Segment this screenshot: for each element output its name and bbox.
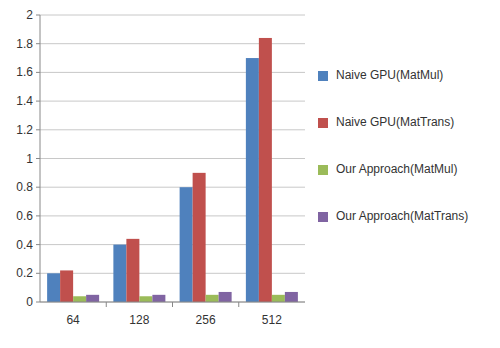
y-tick-label: 2 — [26, 8, 33, 22]
legend-item: Naive GPU(MatMul) — [318, 68, 488, 83]
legend-label: Our Approach(MatMul) — [336, 162, 457, 177]
bar — [73, 296, 86, 302]
bar — [193, 173, 206, 302]
legend-item: Our Approach(MatTrans) — [318, 209, 488, 224]
tick-mark — [36, 101, 40, 102]
bar — [206, 295, 219, 302]
bar — [272, 295, 285, 302]
bar — [219, 292, 232, 302]
tick-mark — [36, 302, 40, 303]
x-tick-label: 512 — [262, 313, 282, 327]
y-tick-label: 1.4 — [16, 94, 33, 108]
legend-item: Naive GPU(MatTrans) — [318, 115, 488, 130]
tick-mark — [36, 215, 40, 216]
tick-mark — [36, 187, 40, 188]
legend-item: Our Approach(MatMul) — [318, 162, 488, 177]
grid-line — [40, 15, 305, 16]
bar — [152, 295, 165, 302]
y-tick-label: 0.6 — [16, 209, 33, 223]
y-tick-label: 0 — [26, 295, 33, 309]
bar — [139, 296, 152, 302]
y-tick-label: 1.2 — [16, 123, 33, 137]
bar — [180, 187, 193, 302]
y-tick-label: 0.2 — [16, 266, 33, 280]
tick-mark — [36, 273, 40, 274]
bar — [285, 292, 298, 302]
legend-swatch — [318, 165, 328, 175]
bar — [60, 270, 73, 302]
y-tick-label: 1.6 — [16, 65, 33, 79]
x-tick-label: 64 — [66, 313, 80, 327]
category-tick — [238, 302, 239, 307]
y-tick-label: 0.4 — [16, 238, 33, 252]
tick-mark — [36, 129, 40, 130]
legend-swatch — [318, 118, 328, 128]
bar — [86, 295, 99, 302]
bar — [259, 38, 272, 302]
bar — [113, 245, 126, 302]
tick-mark — [36, 158, 40, 159]
legend-label: Our Approach(MatTrans) — [336, 209, 468, 224]
bars — [47, 38, 298, 302]
legend-label: Naive GPU(MatTrans) — [336, 115, 454, 130]
bar — [47, 273, 60, 302]
tick-mark — [36, 72, 40, 73]
tick-mark — [36, 43, 40, 44]
y-tick-label: 0.8 — [16, 180, 33, 194]
bar — [246, 58, 259, 302]
y-tick-label: 1 — [26, 152, 33, 166]
y-axis — [40, 15, 41, 302]
tick-mark — [36, 15, 40, 16]
legend-swatch — [318, 71, 328, 81]
legend-label: Naive GPU(MatMul) — [336, 68, 443, 83]
category-tick — [106, 302, 107, 307]
y-tick-label: 1.8 — [16, 37, 33, 51]
x-tick-label: 256 — [196, 313, 216, 327]
category-tick — [172, 302, 173, 307]
legend: Naive GPU(MatMul) Naive GPU(MatTrans) Our … — [318, 68, 488, 256]
tick-mark — [36, 244, 40, 245]
x-tick-label: 128 — [129, 313, 149, 327]
bar — [126, 239, 139, 302]
legend-swatch — [318, 212, 328, 222]
